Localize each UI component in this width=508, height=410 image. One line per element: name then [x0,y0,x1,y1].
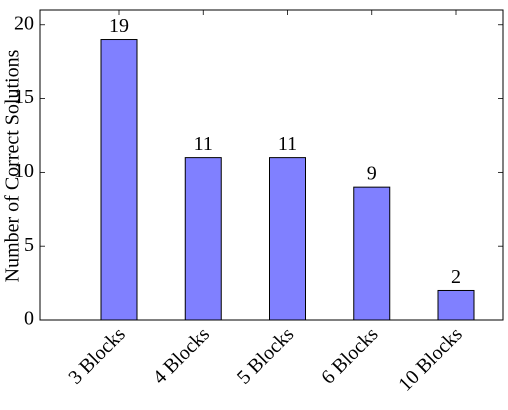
x-tick-label: 5 Blocks [233,323,299,389]
x-tick-label: 3 Blocks [64,323,130,389]
y-tick-label: 5 [24,234,34,256]
x-tick-label: 4 Blocks [149,323,215,389]
bar [184,157,222,321]
x-tick-label: 10 Blocks [394,323,467,396]
bar [353,186,391,321]
data-label: 11 [194,133,213,155]
y-tick-label: 15 [14,86,34,108]
y-tick-label: 10 [14,160,34,182]
bar [100,39,138,321]
y-tick-label: 20 [14,12,34,34]
bar [437,289,475,321]
data-label: 9 [367,163,377,185]
plot-frame [39,9,504,321]
bar [269,157,306,321]
y-axis-label: Number of Correct Solutions [2,49,24,282]
x-tick-label: 6 Blocks [317,323,383,389]
y-tick-label: 0 [24,308,34,330]
data-label: 2 [451,266,461,288]
data-label: 11 [278,133,297,155]
data-label: 19 [109,15,129,37]
